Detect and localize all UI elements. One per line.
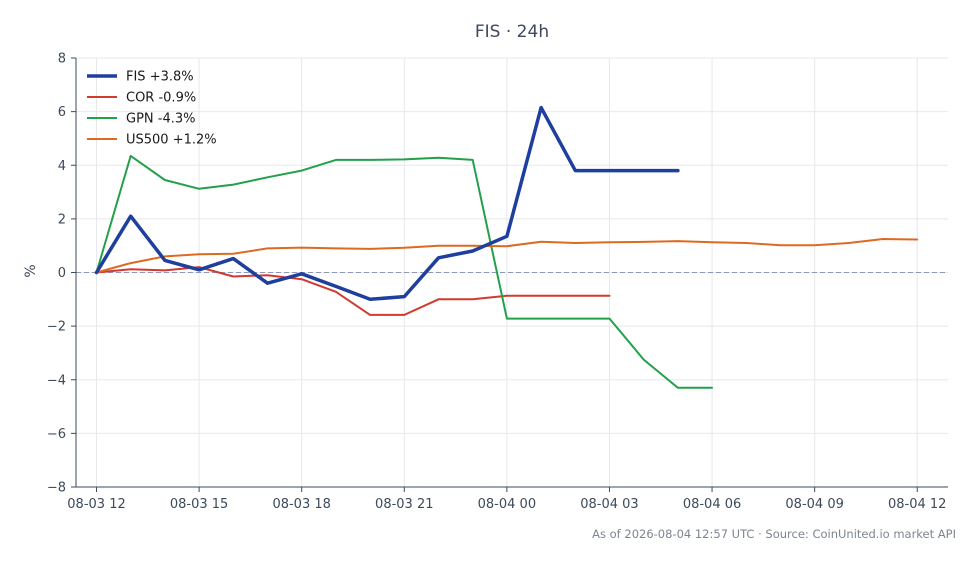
y-tick-label: 8 xyxy=(58,52,66,67)
y-tick-label: −4 xyxy=(47,373,66,388)
x-tick-label: 08-04 00 xyxy=(478,497,536,512)
x-tick-label: 08-03 15 xyxy=(170,497,228,512)
series-line-fis xyxy=(94,105,680,302)
legend-item: US500 +1.2% xyxy=(87,133,217,148)
y-tick-label: 0 xyxy=(58,266,66,281)
x-tick-label: 08-03 21 xyxy=(375,497,433,512)
x-tick-label: 08-03 12 xyxy=(67,497,125,512)
source-footer: As of 2026-08-04 12:57 UTC · Source: Coi… xyxy=(592,527,956,541)
legend: FIS +3.8% COR -0.9% GPN -4.3% US500 +1.2% xyxy=(87,70,217,148)
y-tick-label: 2 xyxy=(58,212,66,227)
y-axis-label: % xyxy=(23,264,39,277)
series-line-gpn xyxy=(95,154,713,389)
axes: −8 −6 −4 −2 0 2 4 6 8 08-03 12 08-03 15 08-03 18 08-… xyxy=(47,52,948,512)
legend-label: GPN -4.3% xyxy=(126,112,196,127)
y-tick-label: 6 xyxy=(58,105,66,120)
legend-label: COR -0.9% xyxy=(126,91,196,106)
series-line-us500 xyxy=(95,238,919,274)
chart-title: FIS · 24h xyxy=(475,22,549,42)
x-tick-label: 08-04 06 xyxy=(683,497,741,512)
x-tick-label: 08-04 03 xyxy=(580,497,638,512)
x-tick-label: 08-04 09 xyxy=(785,497,843,512)
legend-item: FIS +3.8% xyxy=(87,70,194,85)
x-tick-label: 08-04 12 xyxy=(888,497,946,512)
y-tick-label: 4 xyxy=(58,159,66,174)
legend-item: GPN -4.3% xyxy=(87,112,196,127)
y-tick-label: −8 xyxy=(47,481,66,496)
x-tick-label: 08-03 18 xyxy=(272,497,330,512)
series-line-cor xyxy=(95,266,611,316)
legend-label: FIS +3.8% xyxy=(126,70,194,85)
legend-label: US500 +1.2% xyxy=(126,133,217,148)
y-tick-label: −6 xyxy=(47,427,66,442)
y-tick-label: −2 xyxy=(47,320,66,335)
series-lines xyxy=(94,105,919,389)
legend-item: COR -0.9% xyxy=(87,91,196,106)
